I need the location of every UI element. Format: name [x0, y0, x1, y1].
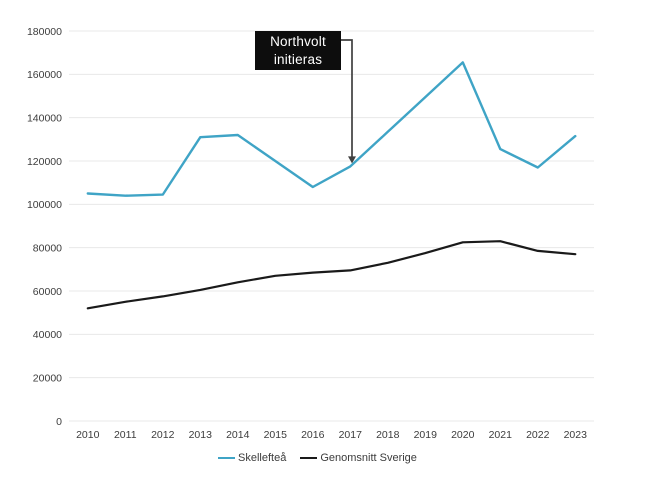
legend-swatch-genomsnitt-sverige	[300, 456, 318, 460]
annotation-northvolt: Northvolt initieras	[255, 31, 341, 70]
x-axis-tick-label: 2022	[526, 429, 550, 441]
x-axis-tick-label: 2020	[451, 429, 475, 441]
y-axis-tick-label: 40000	[33, 329, 62, 341]
legend-label-skelleftea: Skellefteå	[238, 452, 287, 464]
y-axis-tick-label: 20000	[33, 372, 62, 384]
y-axis-tick-label: 160000	[27, 69, 62, 81]
legend-label-genomsnitt-sverige: Genomsnitt Sverige	[320, 452, 417, 464]
y-axis-tick-label: 180000	[27, 26, 62, 38]
y-axis-tick-label: 120000	[27, 156, 62, 168]
legend-item-genomsnitt-sverige: Genomsnitt Sverige	[300, 452, 417, 464]
x-axis-tick-label: 2021	[489, 429, 513, 441]
x-axis-tick-label: 2023	[564, 429, 588, 441]
x-axis-tick-label: 2014	[226, 429, 250, 441]
x-axis-tick-label: 2016	[301, 429, 325, 441]
x-axis-tick-label: 2011	[114, 429, 137, 441]
annotation-arrow-line	[341, 39, 353, 158]
y-axis-tick-label: 0	[56, 416, 62, 428]
series-line-skellefte-	[86, 61, 577, 197]
annotation-line-2: initieras	[273, 51, 323, 67]
legend: Skellefteå Genomsnitt Sverige	[218, 452, 417, 464]
annotation-arrowhead	[348, 156, 356, 164]
y-axis-tick-label: 60000	[33, 286, 62, 298]
series-line-genomsnitt-sverige	[86, 240, 577, 310]
x-axis-tick-label: 2012	[151, 429, 175, 441]
x-axis-tick-label: 2015	[264, 429, 288, 441]
y-axis-tick-label: 100000	[27, 199, 62, 211]
annotation-line-1: Northvolt	[270, 33, 326, 49]
x-axis-tick-label: 2013	[189, 429, 213, 441]
x-axis-tick-label: 2017	[339, 429, 363, 441]
legend-swatch-skelleftea	[218, 456, 235, 460]
x-axis-tick-label: 2010	[76, 429, 100, 441]
x-axis-tick-label: 2019	[414, 429, 438, 441]
x-axis-tick-label: 2018	[376, 429, 400, 441]
y-axis-tick-label: 140000	[27, 112, 62, 124]
y-axis-tick-label: 80000	[33, 242, 62, 254]
legend-item-skelleftea: Skellefteå	[218, 452, 286, 464]
